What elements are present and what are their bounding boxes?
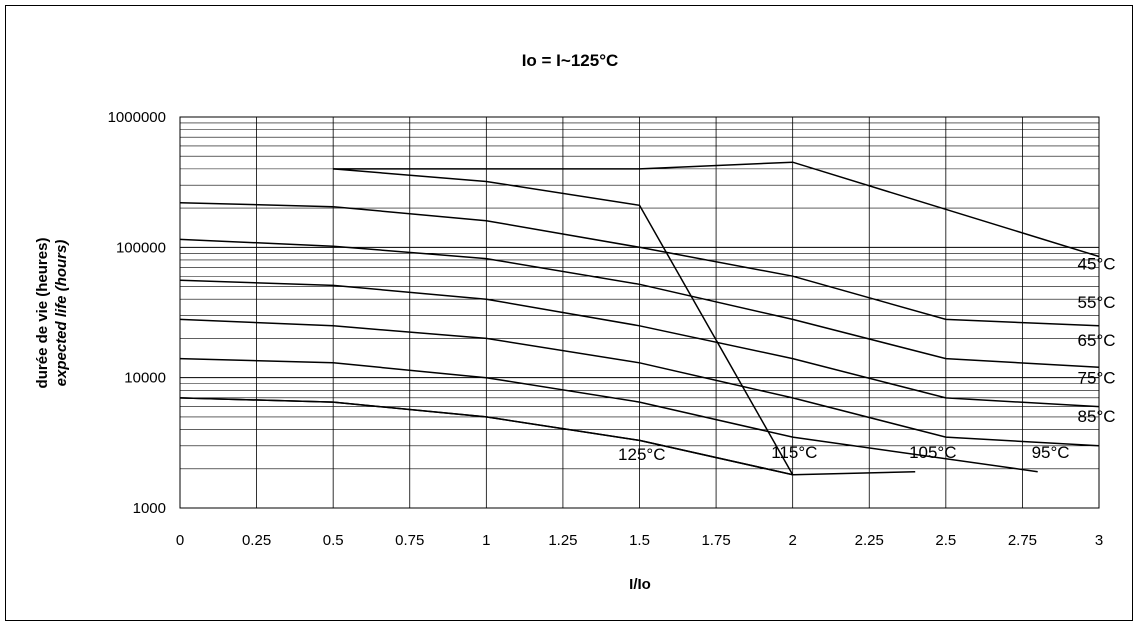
y-axis-label-line1: durée de vie (heures) (34, 238, 51, 389)
x-tick-label: 2.25 (855, 532, 884, 549)
curve-115c (333, 168, 794, 476)
curve-55c (179, 201, 1100, 327)
x-tick-label: 2.5 (935, 532, 956, 549)
plot-area-border (179, 116, 1100, 509)
chart-title: Io = I~125°C (522, 51, 619, 70)
curve-label: 105°C (909, 443, 956, 462)
x-tick-labels: 0 0.25 0.5 0.75 1 1.25 1.5 1.75 2 2.25 2.5 2.75 3 (176, 532, 1103, 549)
curve-label: 115°C (771, 443, 817, 462)
curve-65c (179, 238, 1100, 369)
curve-label: 65°C (1078, 331, 1116, 350)
x-tick-label: 2.75 (1008, 532, 1037, 549)
y-tick-label: 100000 (116, 239, 166, 256)
x-tick-label: 1.5 (629, 532, 650, 549)
y-axis-label-line2: expected life (hours) (53, 240, 70, 387)
curve-75c (179, 279, 1100, 408)
y-tick-label: 10000 (124, 370, 166, 387)
x-tick-label: 1.75 (701, 532, 730, 549)
curve-125c (179, 397, 793, 476)
y-tick-labels: 1000 10000 100000 1000000 (108, 109, 166, 517)
curve-label: 45°C (1078, 255, 1116, 274)
x-tick-label: 3 (1095, 532, 1103, 549)
x-tick-label: 0.5 (323, 532, 344, 549)
curve-95c (179, 357, 1038, 473)
curves (179, 161, 1100, 476)
curve-label: 75°C (1078, 369, 1116, 388)
y-tick-label: 1000 (133, 500, 166, 517)
curve-label: 55°C (1078, 293, 1116, 312)
x-tick-label: 1.25 (548, 532, 577, 549)
x-axis-label: I/Io (629, 576, 651, 593)
chart-frame (5, 5, 1133, 621)
x-tick-label: 0.75 (395, 532, 424, 549)
curve-label: 85°C (1078, 407, 1116, 426)
y-tick-label: 1000000 (108, 109, 166, 126)
curve-label: 125°C (618, 445, 665, 464)
curve-45c (333, 161, 1100, 258)
x-tick-label: 1 (482, 532, 490, 549)
curve-labels: 45°C 55°C 65°C 75°C 85°C 95°C 105°C 115°C 125°C (618, 255, 1115, 464)
x-tick-label: 0 (176, 532, 184, 549)
x-tick-label: 0.25 (242, 532, 271, 549)
x-tick-label: 2 (788, 532, 796, 549)
curve-label: 95°C (1032, 443, 1070, 462)
curve-105c (179, 397, 916, 476)
curve-85c (179, 318, 1100, 447)
